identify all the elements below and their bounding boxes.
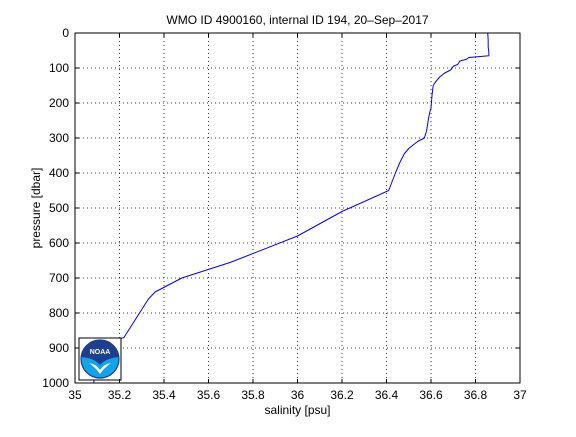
logo-sky (81, 340, 119, 365)
y-tick-label: 1000 (42, 376, 69, 390)
y-tick-label: 900 (49, 341, 69, 355)
y-tick-label: 100 (49, 61, 69, 75)
chart-title: WMO ID 4900160, internal ID 194, 20–Sep–… (166, 13, 428, 27)
x-tick-label: 37 (513, 388, 527, 402)
plot-area (75, 33, 520, 383)
x-tick-label: 35.8 (241, 388, 265, 402)
x-tick-label: 36.6 (419, 388, 443, 402)
logo-bird (89, 363, 111, 374)
x-tick-label: 35.6 (197, 388, 221, 402)
y-tick-label: 0 (62, 26, 69, 40)
axis-ticks: 35 35.2 35.4 35.6 35.8 36 36.2 36.4 36.6 36.8 37 0 1… (42, 26, 527, 402)
x-tick-label: 36.2 (330, 388, 354, 402)
y-tick-label: 400 (49, 166, 69, 180)
x-tick-label: 36 (291, 388, 305, 402)
noaa-logo: NOAA (78, 337, 122, 381)
y-axis-label: pressure [dbar] (29, 168, 43, 249)
x-tick-label: 36.8 (464, 388, 488, 402)
y-tick-label: 200 (49, 96, 69, 110)
y-tick-label: 300 (49, 131, 69, 145)
x-tick-label: 35 (68, 388, 82, 402)
y-tick-label: 600 (49, 236, 69, 250)
y-tick-label: 700 (49, 271, 69, 285)
x-tick-label: 36.4 (375, 388, 399, 402)
x-axis-label: salinity [psu] (264, 403, 330, 417)
x-tick-label: 35.2 (108, 388, 132, 402)
logo-ring (80, 339, 120, 379)
y-tick-label: 500 (49, 201, 69, 215)
logo-text: NOAA (90, 349, 111, 356)
x-tick-label: 35.4 (152, 388, 176, 402)
logo-emblem (81, 340, 119, 378)
y-tick-label: 800 (49, 306, 69, 320)
